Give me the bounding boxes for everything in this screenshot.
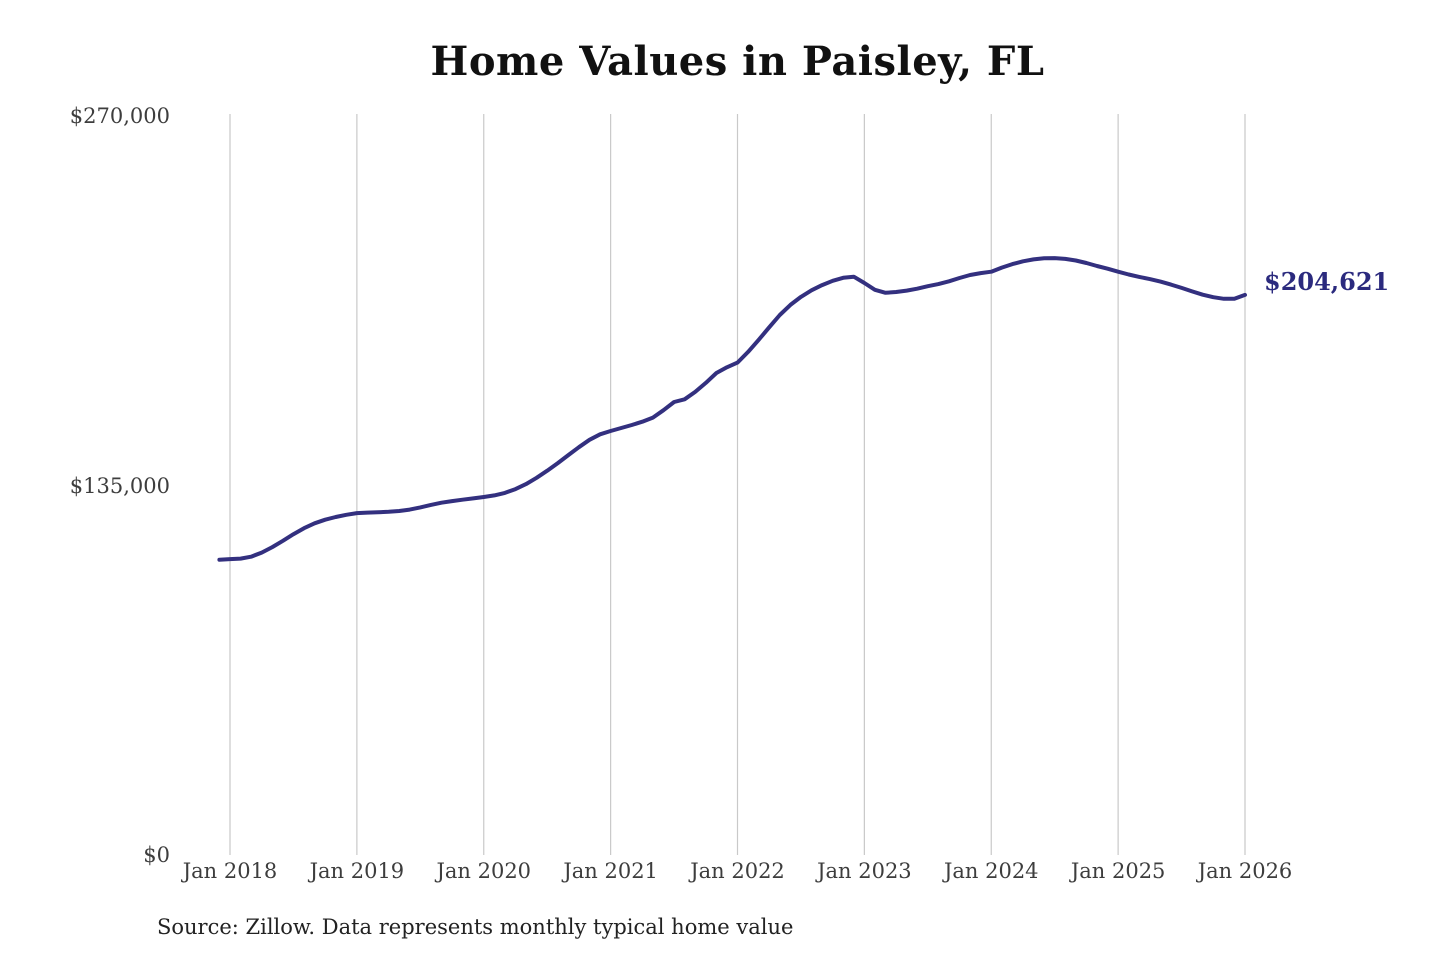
y-tick-label: $270,000 xyxy=(69,104,170,128)
chart-title: Home Values in Paisley, FL xyxy=(430,38,1045,85)
x-tick-label: Jan 2022 xyxy=(690,859,785,883)
x-tick-label: Jan 2023 xyxy=(817,859,912,883)
x-tick-label: Jan 2019 xyxy=(309,859,405,883)
x-tick-label: Jan 2018 xyxy=(182,859,278,883)
source-note: Source: Zillow. Data represents monthly … xyxy=(157,915,794,939)
y-tick-label: $0 xyxy=(143,843,170,867)
year-gridlines xyxy=(229,114,1246,855)
x-tick-label: Jan 2026 xyxy=(1197,859,1293,883)
x-tick-label: Jan 2025 xyxy=(1070,859,1166,883)
x-tick-label: Jan 2020 xyxy=(436,859,532,883)
x-tick-label: Jan 2024 xyxy=(943,859,1039,883)
latest-value-label: $204,621 xyxy=(1264,267,1390,296)
x-tick-label: Jan 2021 xyxy=(563,859,658,883)
home-value-line xyxy=(217,256,1247,562)
y-tick-label: $135,000 xyxy=(69,473,170,498)
